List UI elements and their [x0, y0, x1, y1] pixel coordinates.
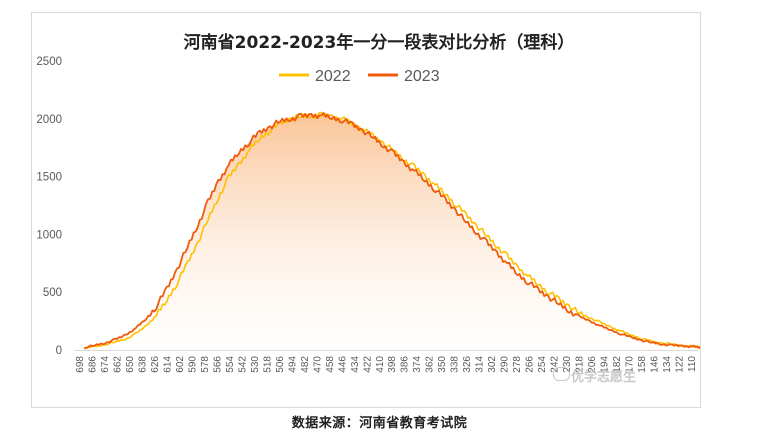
x-tick-label: 434 [350, 356, 361, 373]
x-tick-label: 254 [537, 356, 548, 373]
x-tick-label: 542 [238, 356, 249, 373]
x-tick-label: 554 [225, 356, 236, 373]
x-tick-label: 506 [275, 356, 286, 373]
wechat-icon [553, 367, 570, 381]
y-tick-label: 2000 [36, 114, 62, 126]
x-tick-label: 518 [262, 356, 273, 373]
x-tick-label: 170 [624, 356, 635, 373]
watermark: 优学志愿生 [571, 370, 637, 385]
x-tick-label: 662 [113, 356, 124, 373]
x-tick-label: 638 [138, 356, 149, 373]
x-tick-label: 386 [400, 356, 411, 373]
x-tick-label: 302 [487, 356, 498, 373]
y-tick-label: 1500 [36, 172, 62, 184]
x-tick-label: 218 [574, 356, 585, 373]
chart-title: 河南省2022-2023年一分一段表对比分析（理科） [184, 32, 575, 53]
x-tick-label: 374 [412, 356, 423, 373]
y-tick-label: 500 [43, 287, 62, 299]
x-tick-label: 290 [500, 356, 511, 373]
legend-label-2022: 2022 [315, 68, 351, 85]
x-tick-label: 674 [100, 356, 111, 373]
x-tick-label: 314 [475, 356, 486, 373]
x-tick-label: 590 [188, 356, 199, 373]
y-tick-label: 1000 [36, 229, 62, 241]
x-tick-label: 422 [362, 356, 373, 373]
x-tick-label: 158 [637, 356, 648, 373]
x-tick-label: 182 [612, 356, 623, 373]
x-tick-label: 206 [587, 356, 598, 373]
x-tick-label: 122 [674, 356, 685, 373]
x-tick-label: 338 [450, 356, 461, 373]
x-tick-label: 362 [425, 356, 436, 373]
x-tick-label: 566 [213, 356, 224, 373]
x-tick-label: 134 [662, 356, 673, 373]
x-tick-label: 410 [375, 356, 386, 373]
x-tick-label: 458 [325, 356, 336, 373]
x-tick-label: 626 [150, 356, 161, 373]
x-tick-label: 698 [75, 356, 86, 373]
x-tick-label: 326 [462, 356, 473, 373]
area-fill [84, 115, 701, 350]
x-tick-label: 194 [599, 356, 610, 373]
x-tick-label: 686 [88, 356, 99, 373]
data-source-caption: 数据来源：河南省教育考试院 [291, 416, 468, 431]
x-tick-label: 350 [437, 356, 448, 373]
x-tick-label: 602 [175, 356, 186, 373]
x-tick-label: 650 [125, 356, 136, 373]
x-tick-label: 470 [312, 356, 323, 373]
x-tick-label: 482 [300, 356, 311, 373]
x-tick-label: 230 [562, 356, 573, 373]
x-tick-label: 494 [287, 356, 298, 373]
x-tick-label: 278 [512, 356, 523, 373]
y-tick-label: 0 [56, 345, 62, 357]
x-tick-label: 578 [200, 356, 211, 373]
x-tick-label: 266 [525, 356, 536, 373]
x-tick-label: 614 [163, 356, 174, 373]
x-tick-label: 146 [649, 356, 660, 373]
x-tick-label: 530 [250, 356, 261, 373]
x-tick-label: 398 [387, 356, 398, 373]
x-tick-label: 110 [687, 356, 698, 372]
series-line-2023 [84, 112, 701, 350]
legend-label-2023: 2023 [404, 68, 440, 85]
x-tick-label: 242 [550, 356, 561, 373]
y-tick-label: 2500 [36, 56, 62, 68]
x-tick-label: 446 [337, 356, 348, 373]
